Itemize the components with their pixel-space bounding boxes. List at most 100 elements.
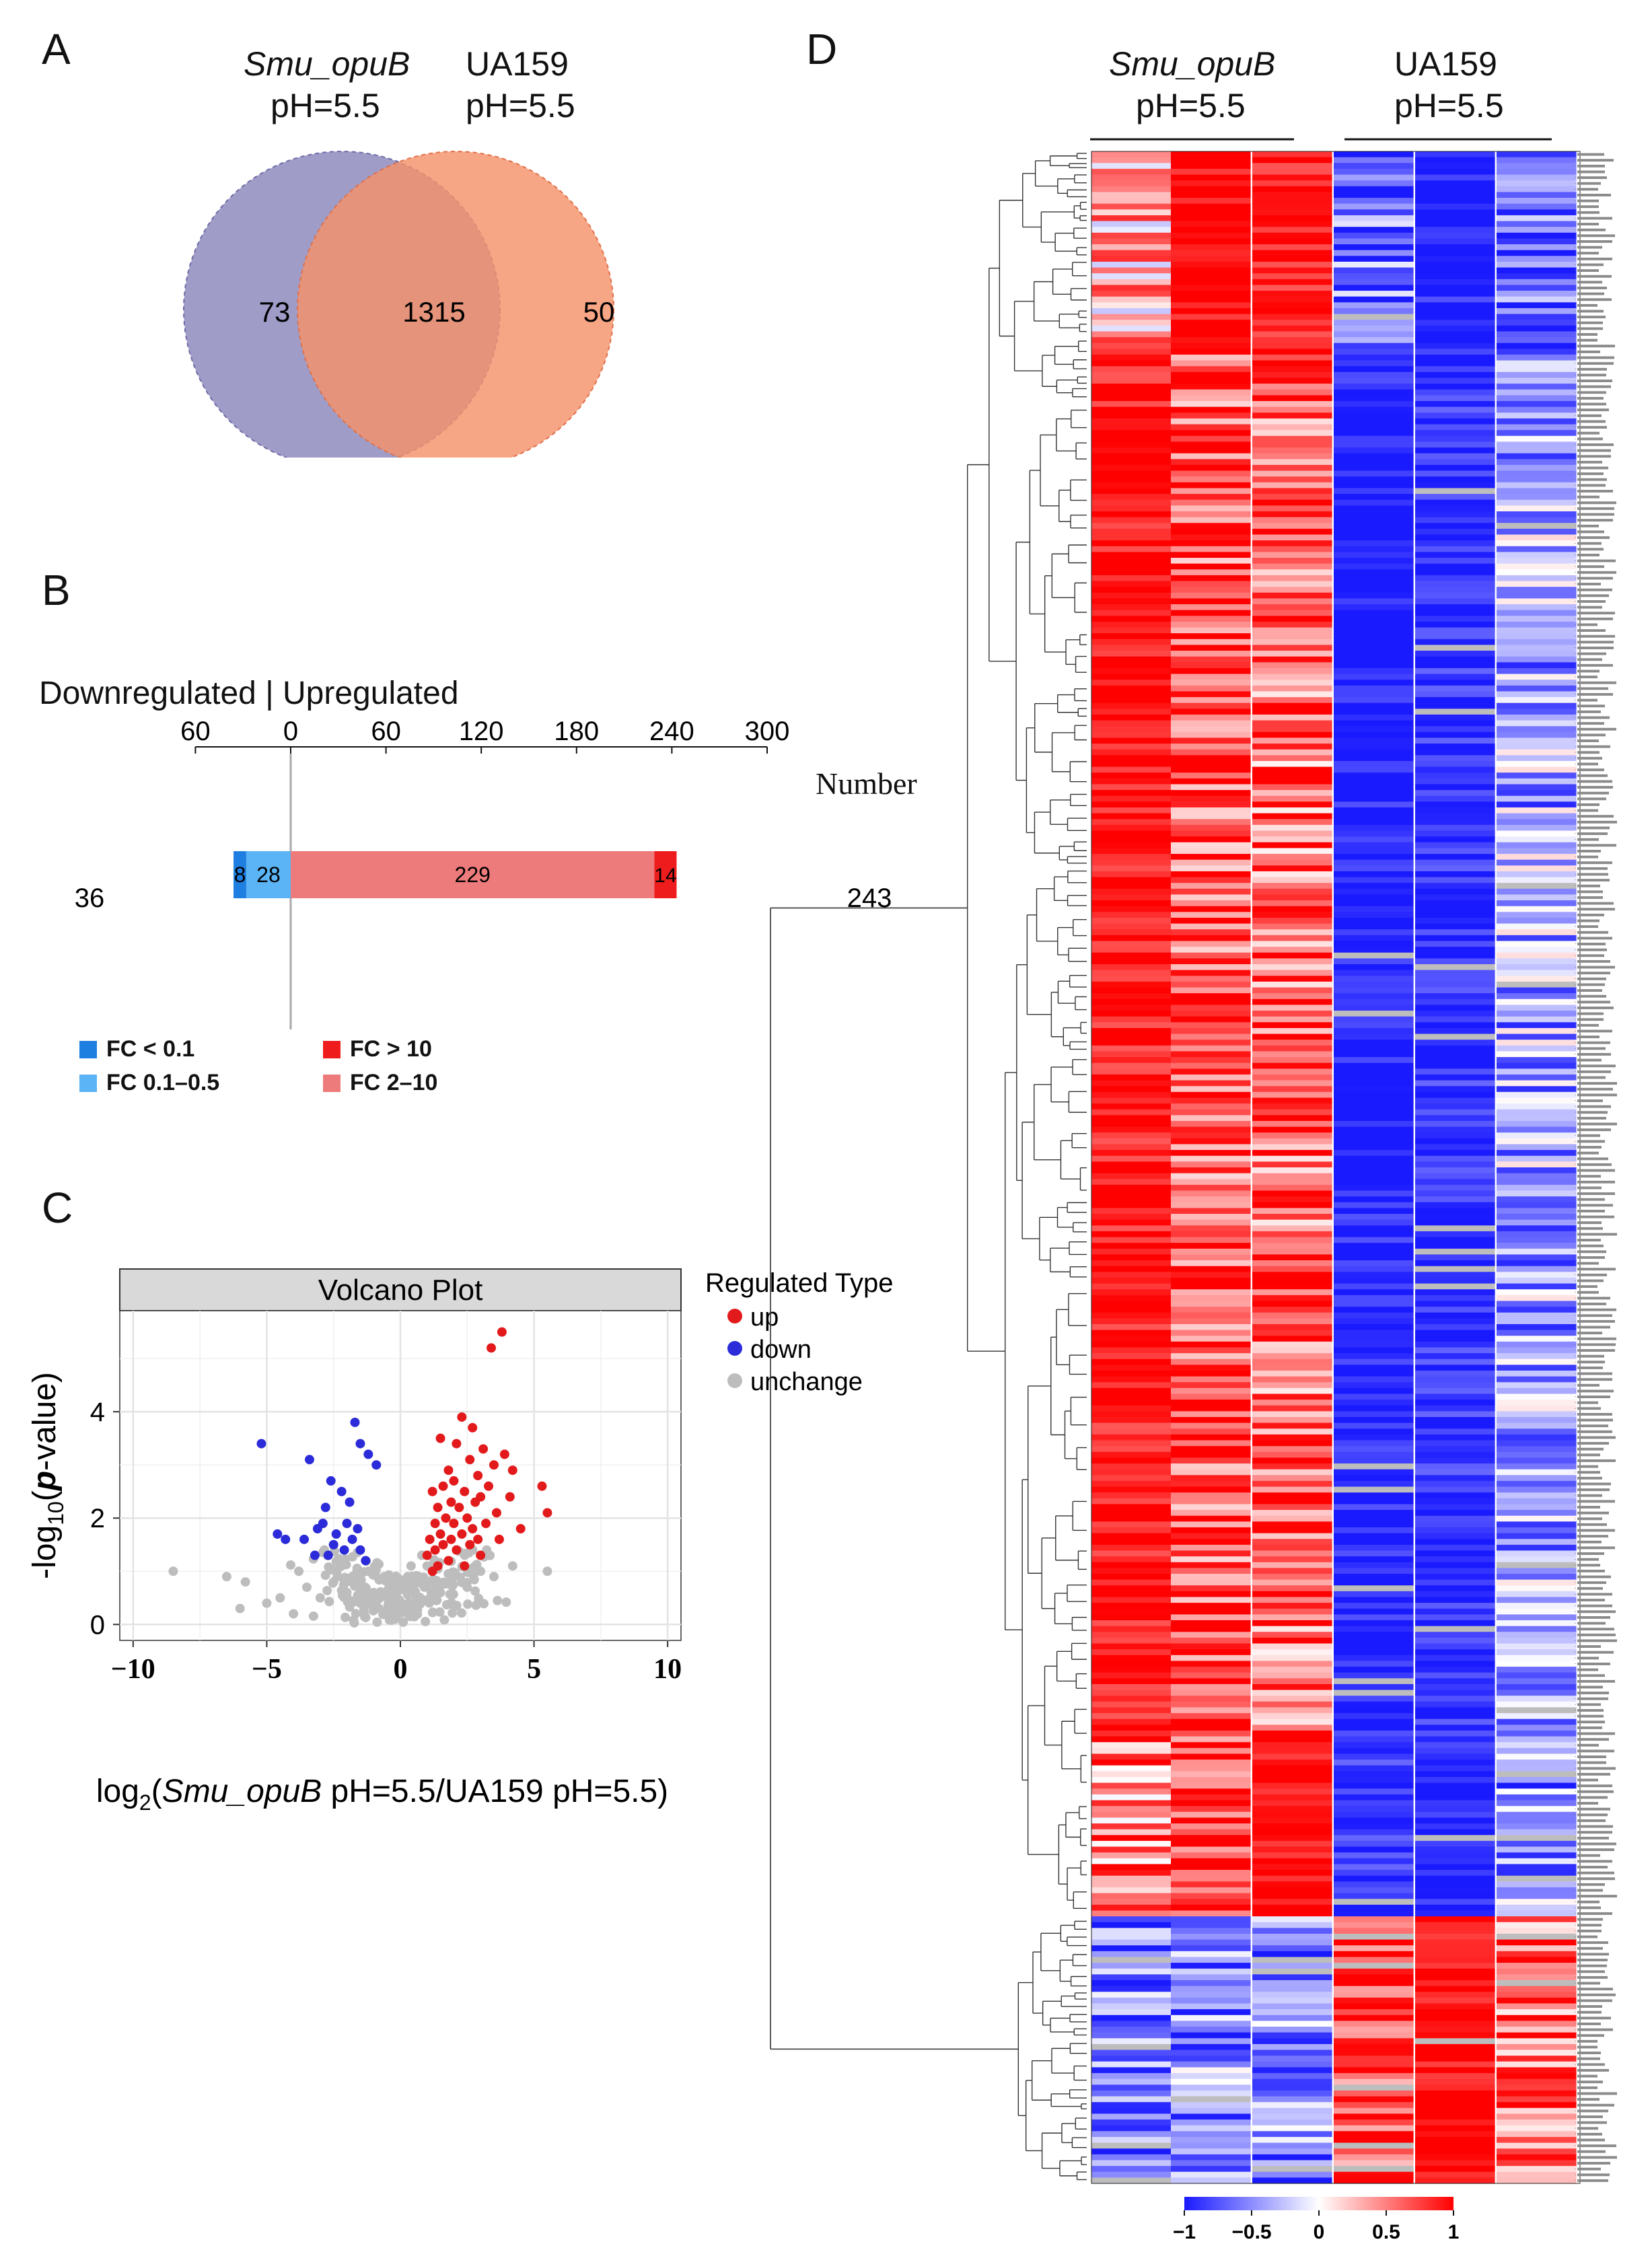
- heatmap-cell: [1334, 674, 1414, 680]
- heatmap-cell: [1252, 2148, 1332, 2155]
- heatmap-cell: [1171, 476, 1251, 483]
- volcano-x-tick-label: 0: [394, 1654, 408, 1685]
- heatmap-row-label: [1577, 1378, 1612, 1381]
- heatmap-cell: [1091, 441, 1172, 448]
- heatmap-cell: [1252, 1794, 1332, 1801]
- heatmap-cell: [1334, 331, 1414, 338]
- heatmap-cell: [1334, 464, 1414, 472]
- heatmap-cell: [1497, 685, 1577, 692]
- volcano-point-unchange: [338, 1581, 349, 1591]
- heatmap-cell: [1171, 616, 1251, 622]
- heatmap-cell: [1091, 180, 1172, 187]
- heatmap-cell: [1497, 203, 1577, 210]
- heatmap-cell: [1415, 795, 1495, 802]
- heatmap-row-label: [1577, 548, 1604, 551]
- heatmap-cell: [1334, 1027, 1414, 1035]
- heatmap-cell: [1334, 1045, 1414, 1052]
- heatmap-cell: [1171, 1190, 1251, 1197]
- heatmap-cell: [1171, 1417, 1251, 1424]
- heatmap-cell: [1415, 2125, 1495, 2132]
- heatmap-cell: [1252, 1005, 1332, 1011]
- heatmap-cell: [1334, 1196, 1414, 1203]
- heatmap-cell: [1091, 743, 1172, 750]
- heatmap-cell: [1252, 232, 1332, 240]
- heatmap-cell: [1334, 192, 1414, 198]
- heatmap-cell: [1252, 1336, 1332, 1342]
- heatmap-cell: [1334, 523, 1414, 530]
- volcano-point-down: [304, 1455, 314, 1465]
- heatmap-cell: [1171, 342, 1251, 349]
- heatmap-cell: [1252, 952, 1332, 959]
- heatmap-cell: [1334, 389, 1414, 396]
- heatmap-cell: [1497, 1696, 1577, 1702]
- heatmap-cell: [1415, 523, 1495, 530]
- heatmap-cell: [1497, 412, 1577, 419]
- heatmap-row-label: [1577, 373, 1606, 377]
- heatmap-cell: [1171, 1277, 1251, 1284]
- heatmap-cell: [1171, 1893, 1251, 1899]
- heatmap-cell: [1091, 163, 1172, 170]
- heatmap-cell: [1171, 2142, 1251, 2149]
- volcano-point-up: [430, 1519, 440, 1529]
- heatmap-cell: [1091, 157, 1172, 164]
- heatmap-cell: [1252, 645, 1332, 651]
- heatmap-cell: [1091, 1736, 1172, 1743]
- heatmap-cell: [1334, 2131, 1414, 2138]
- heatmap-cell: [1171, 2125, 1251, 2132]
- heatmap-cell: [1497, 598, 1577, 605]
- heatmap-cell: [1091, 1788, 1172, 1795]
- heatmap-cell: [1252, 1011, 1332, 1017]
- heatmap-cell: [1415, 1254, 1495, 1261]
- heatmap-cell: [1171, 697, 1251, 704]
- heatmap-cell: [1171, 1811, 1251, 1818]
- heatmap-cell: [1252, 371, 1332, 379]
- heatmap-cell: [1334, 1864, 1414, 1871]
- heatmap-row-label: [1577, 1319, 1615, 1323]
- heatmap-cell: [1091, 279, 1172, 286]
- heatmap-cell: [1497, 2021, 1577, 2027]
- heatmap-cell: [1497, 2136, 1577, 2144]
- heatmap-cell: [1171, 384, 1251, 390]
- heatmap-cell: [1171, 1196, 1251, 1203]
- heatmap-cell: [1252, 1208, 1332, 1214]
- heatmap-cell: [1252, 1864, 1332, 1871]
- volcano-point-down: [310, 1550, 320, 1560]
- heatmap-cell: [1091, 1846, 1172, 1853]
- heatmap-cell: [1091, 1765, 1172, 1772]
- heatmap-cell: [1415, 476, 1495, 483]
- heatmap-cell: [1415, 1248, 1495, 1256]
- heatmap-cell: [1252, 1713, 1332, 1720]
- heatmap-cell: [1171, 848, 1251, 855]
- heatmap-cell: [1091, 435, 1172, 443]
- heatmap-cell: [1252, 2056, 1332, 2062]
- heatmap-cell: [1171, 749, 1251, 756]
- heatmap-cell: [1171, 813, 1251, 820]
- heatmap-row-label: [1577, 234, 1615, 238]
- heatmap-cell: [1334, 1736, 1414, 1743]
- heatmap-cell: [1497, 1434, 1577, 1441]
- heatmap-cell: [1415, 952, 1495, 959]
- heatmap-cell: [1171, 1870, 1251, 1877]
- heatmap-row-label: [1577, 1645, 1601, 1648]
- heatmap-cell: [1497, 772, 1577, 779]
- heatmap-cell: [1171, 1062, 1251, 1069]
- heatmap-row-label: [1577, 1198, 1605, 1201]
- heatmap-cell: [1171, 2166, 1251, 2173]
- heatmap-row-label: [1577, 193, 1611, 196]
- heatmap-cell: [1091, 1062, 1172, 1069]
- heatmap-cell: [1415, 1742, 1495, 1749]
- heatmap-cell: [1497, 1707, 1577, 1714]
- heatmap-cell: [1334, 430, 1414, 437]
- heatmap-cell: [1415, 221, 1495, 227]
- heatmap-cell: [1171, 1480, 1251, 1488]
- heatmap-cell: [1091, 569, 1172, 576]
- heatmap-cell: [1334, 1469, 1414, 1476]
- heatmap-row-label: [1577, 164, 1605, 168]
- heatmap-row-label: [1577, 1587, 1603, 1590]
- heatmap-cell: [1252, 1672, 1332, 1679]
- heatmap-row-label: [1577, 658, 1602, 661]
- heatmap-row-label: [1577, 199, 1599, 203]
- heatmap-cell: [1091, 1463, 1172, 1470]
- heatmap-cell: [1497, 1393, 1577, 1400]
- heatmap-cell: [1415, 2084, 1495, 2091]
